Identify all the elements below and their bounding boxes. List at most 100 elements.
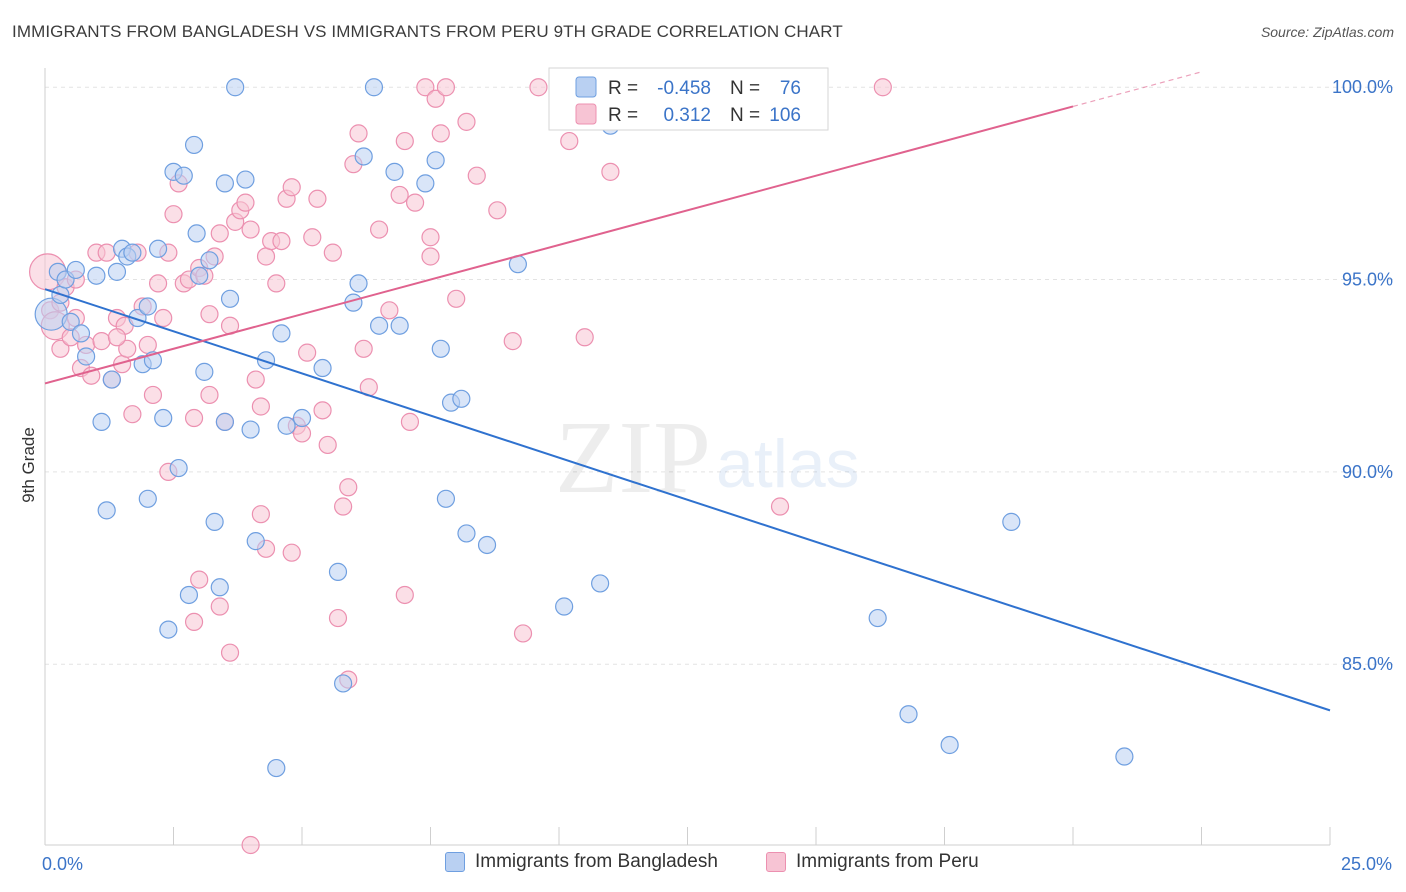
trend-layer — [44, 71, 1331, 712]
data-point-peru — [138, 335, 157, 355]
data-point-peru — [390, 185, 409, 205]
data-point-peru — [164, 205, 183, 224]
data-point-bangladesh — [457, 524, 476, 543]
data-point-peru — [184, 612, 204, 632]
legend-top-n-label-bangladesh: N = — [730, 78, 760, 99]
data-point-peru — [220, 643, 240, 662]
data-point-peru — [349, 124, 368, 143]
legend-item-peru[interactable]: Immigrants from Peru — [766, 851, 979, 873]
data-point-peru — [210, 224, 229, 243]
data-point-bangladesh — [436, 489, 456, 508]
legend-swatch-bangladesh — [445, 852, 465, 872]
data-point-peru — [436, 78, 456, 97]
data-point-bangladesh — [370, 316, 389, 335]
data-point-bangladesh — [364, 78, 384, 97]
data-point-peru — [267, 274, 286, 293]
data-point-peru — [241, 220, 260, 239]
legend-top-swatch-peru — [575, 103, 597, 125]
data-point-peru — [92, 332, 111, 351]
data-point-bangladesh — [334, 674, 353, 693]
data-point-bangladesh — [555, 597, 574, 616]
data-point-bangladesh — [187, 224, 206, 243]
data-point-bangladesh — [190, 266, 209, 285]
data-point-bangladesh — [92, 412, 111, 431]
legend-label-peru: Immigrants from Peru — [796, 851, 979, 872]
data-point-peru — [292, 424, 312, 443]
data-point-bangladesh — [349, 274, 368, 293]
data-point-bangladesh — [390, 316, 409, 335]
data-point-bangladesh — [61, 312, 80, 331]
data-point-peru — [395, 131, 414, 151]
legend-top-n-value-bangladesh: 76 — [780, 78, 801, 99]
data-point-peru — [298, 343, 317, 362]
trend-line-peru — [44, 105, 1074, 385]
chart-title: IMMIGRANTS FROM BANGLADESH VS IMMIGRANTS… — [12, 22, 843, 41]
data-point-bangladesh — [241, 420, 260, 439]
legend-top-r-value-peru: 0.312 — [663, 105, 711, 126]
data-point-bangladesh — [154, 408, 173, 428]
data-point-peru — [246, 370, 265, 389]
watermark-zip: ZIP — [555, 400, 711, 515]
data-point-bangladesh — [220, 289, 240, 308]
legend-top-r-label-peru: R = — [608, 105, 638, 126]
y-tick-label: 100.0% — [1332, 77, 1393, 97]
legend-label-bangladesh: Immigrants from Bangladesh — [475, 851, 718, 872]
legend-top-swatch-bangladesh — [575, 76, 597, 98]
data-point-bangladesh — [236, 170, 255, 189]
data-point-bangladesh — [591, 574, 610, 593]
data-point-bangladesh — [123, 243, 142, 262]
legend-top-r-label-bangladesh: R = — [608, 78, 638, 99]
legend-top-n-value-peru: 106 — [769, 105, 801, 126]
data-point-bangladesh — [179, 585, 199, 605]
data-point-bangladesh — [277, 416, 296, 435]
data-point-bangladesh — [71, 324, 91, 343]
data-point-bangladesh — [148, 239, 168, 258]
data-point-bangladesh — [1002, 512, 1021, 531]
data-point-bangladesh — [215, 412, 234, 431]
data-point-peru — [154, 308, 173, 328]
data-point-peru — [308, 189, 327, 208]
data-point-bangladesh — [899, 705, 918, 724]
data-point-bangladesh — [354, 147, 373, 166]
data-point-bangladesh — [128, 308, 147, 328]
data-point-bangladesh — [313, 358, 332, 378]
data-point-bangladesh — [138, 297, 157, 316]
data-point-peru — [272, 231, 291, 251]
data-point-peru — [503, 332, 522, 351]
x-tick-label: 0.0% — [42, 854, 83, 874]
data-point-bangladesh — [77, 347, 96, 366]
data-point-peru — [395, 585, 414, 605]
data-point-peru — [107, 328, 127, 347]
data-point-peru — [328, 608, 348, 628]
data-point-peru — [123, 405, 142, 424]
trend-line-extension-peru — [1072, 71, 1202, 108]
legend-bottom: Immigrants from Bangladesh Immigrants fr… — [0, 851, 1406, 879]
data-point-peru — [200, 305, 219, 324]
data-point-bangladesh — [1115, 747, 1134, 766]
data-point-bangladesh — [195, 362, 214, 381]
data-point-peru — [256, 247, 276, 266]
data-point-bangladesh — [328, 562, 348, 581]
data-point-peru — [282, 543, 301, 562]
data-point-bangladesh — [426, 151, 445, 170]
data-point-peru — [601, 162, 620, 181]
data-point-peru — [303, 228, 322, 247]
data-point-peru — [400, 412, 420, 431]
legend-item-bangladesh[interactable]: Immigrants from Bangladesh — [445, 851, 718, 873]
data-point-peru — [447, 289, 466, 308]
trend-line-bangladesh — [44, 288, 1331, 712]
data-point-peru — [200, 385, 219, 405]
data-point-bangladesh — [246, 532, 265, 551]
data-point-peru — [370, 220, 389, 239]
data-point-peru — [51, 339, 70, 358]
data-point-bangladesh — [452, 389, 471, 408]
data-point-bangladesh — [200, 251, 219, 270]
legend-top-r-value-bangladesh: -0.458 — [657, 78, 711, 99]
data-point-bangladesh — [868, 608, 887, 628]
data-point-bangladesh — [267, 758, 286, 778]
data-point-peru — [529, 78, 548, 97]
data-point-bangladesh — [256, 351, 276, 370]
data-point-peru — [323, 243, 342, 262]
data-point-peru — [560, 131, 579, 151]
